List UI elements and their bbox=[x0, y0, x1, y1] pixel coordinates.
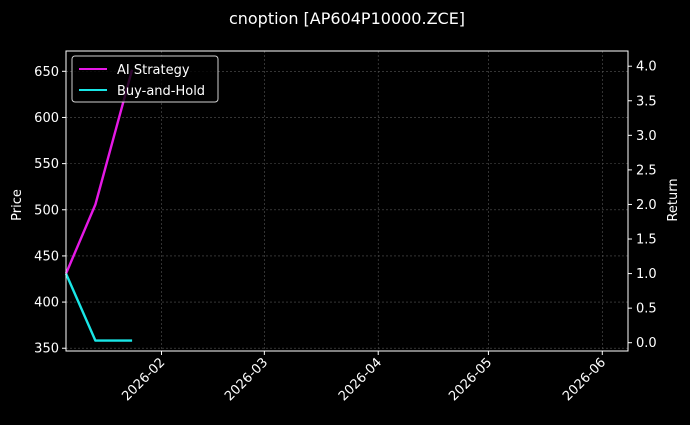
y-left-tick-label: 550 bbox=[34, 157, 59, 172]
plot-frame bbox=[65, 50, 629, 352]
y-right-tick-label: 4.0 bbox=[636, 60, 657, 75]
legend-box bbox=[71, 55, 219, 103]
legend-label-buy-and-hold: Buy-and-Hold bbox=[117, 84, 205, 99]
series-line-ai-strategy bbox=[64, 69, 134, 275]
legend: AI Strategy Buy-and-Hold bbox=[71, 55, 219, 103]
y-axis-left-label: Price bbox=[10, 189, 25, 221]
y-right-tick-label: 2.0 bbox=[636, 198, 657, 213]
y-right-tick-label: 3.5 bbox=[636, 94, 657, 109]
left-axis: 350 400 450 500 550 600 650 bbox=[34, 65, 66, 357]
y-right-tick-label: 2.5 bbox=[636, 163, 657, 178]
right-axis: 0.0 0.5 1.0 1.5 2.0 2.5 3.0 3.5 4.0 bbox=[628, 60, 657, 351]
y-right-tick-label: 1.5 bbox=[636, 233, 657, 248]
y-left-tick-label: 400 bbox=[34, 296, 59, 311]
chart-title: cnoption [AP604P10000.ZCE] bbox=[229, 9, 465, 28]
y-axis-right-label: Return bbox=[666, 178, 681, 221]
series-lines bbox=[64, 69, 134, 342]
y-right-tick-label: 3.0 bbox=[636, 129, 657, 144]
y-left-tick-label: 450 bbox=[34, 249, 59, 264]
y-left-tick-label: 600 bbox=[34, 111, 59, 126]
y-left-tick-label: 650 bbox=[34, 65, 59, 80]
y-right-tick-label: 1.0 bbox=[636, 267, 657, 282]
y-left-tick-label: 500 bbox=[34, 203, 59, 218]
y-left-tick-label: 350 bbox=[34, 342, 59, 357]
y-right-tick-label: 0.0 bbox=[636, 336, 657, 351]
y-right-tick-label: 0.5 bbox=[636, 302, 657, 317]
series-line-buy-and-hold bbox=[64, 273, 133, 342]
legend-label-ai-strategy: AI Strategy bbox=[117, 63, 190, 78]
